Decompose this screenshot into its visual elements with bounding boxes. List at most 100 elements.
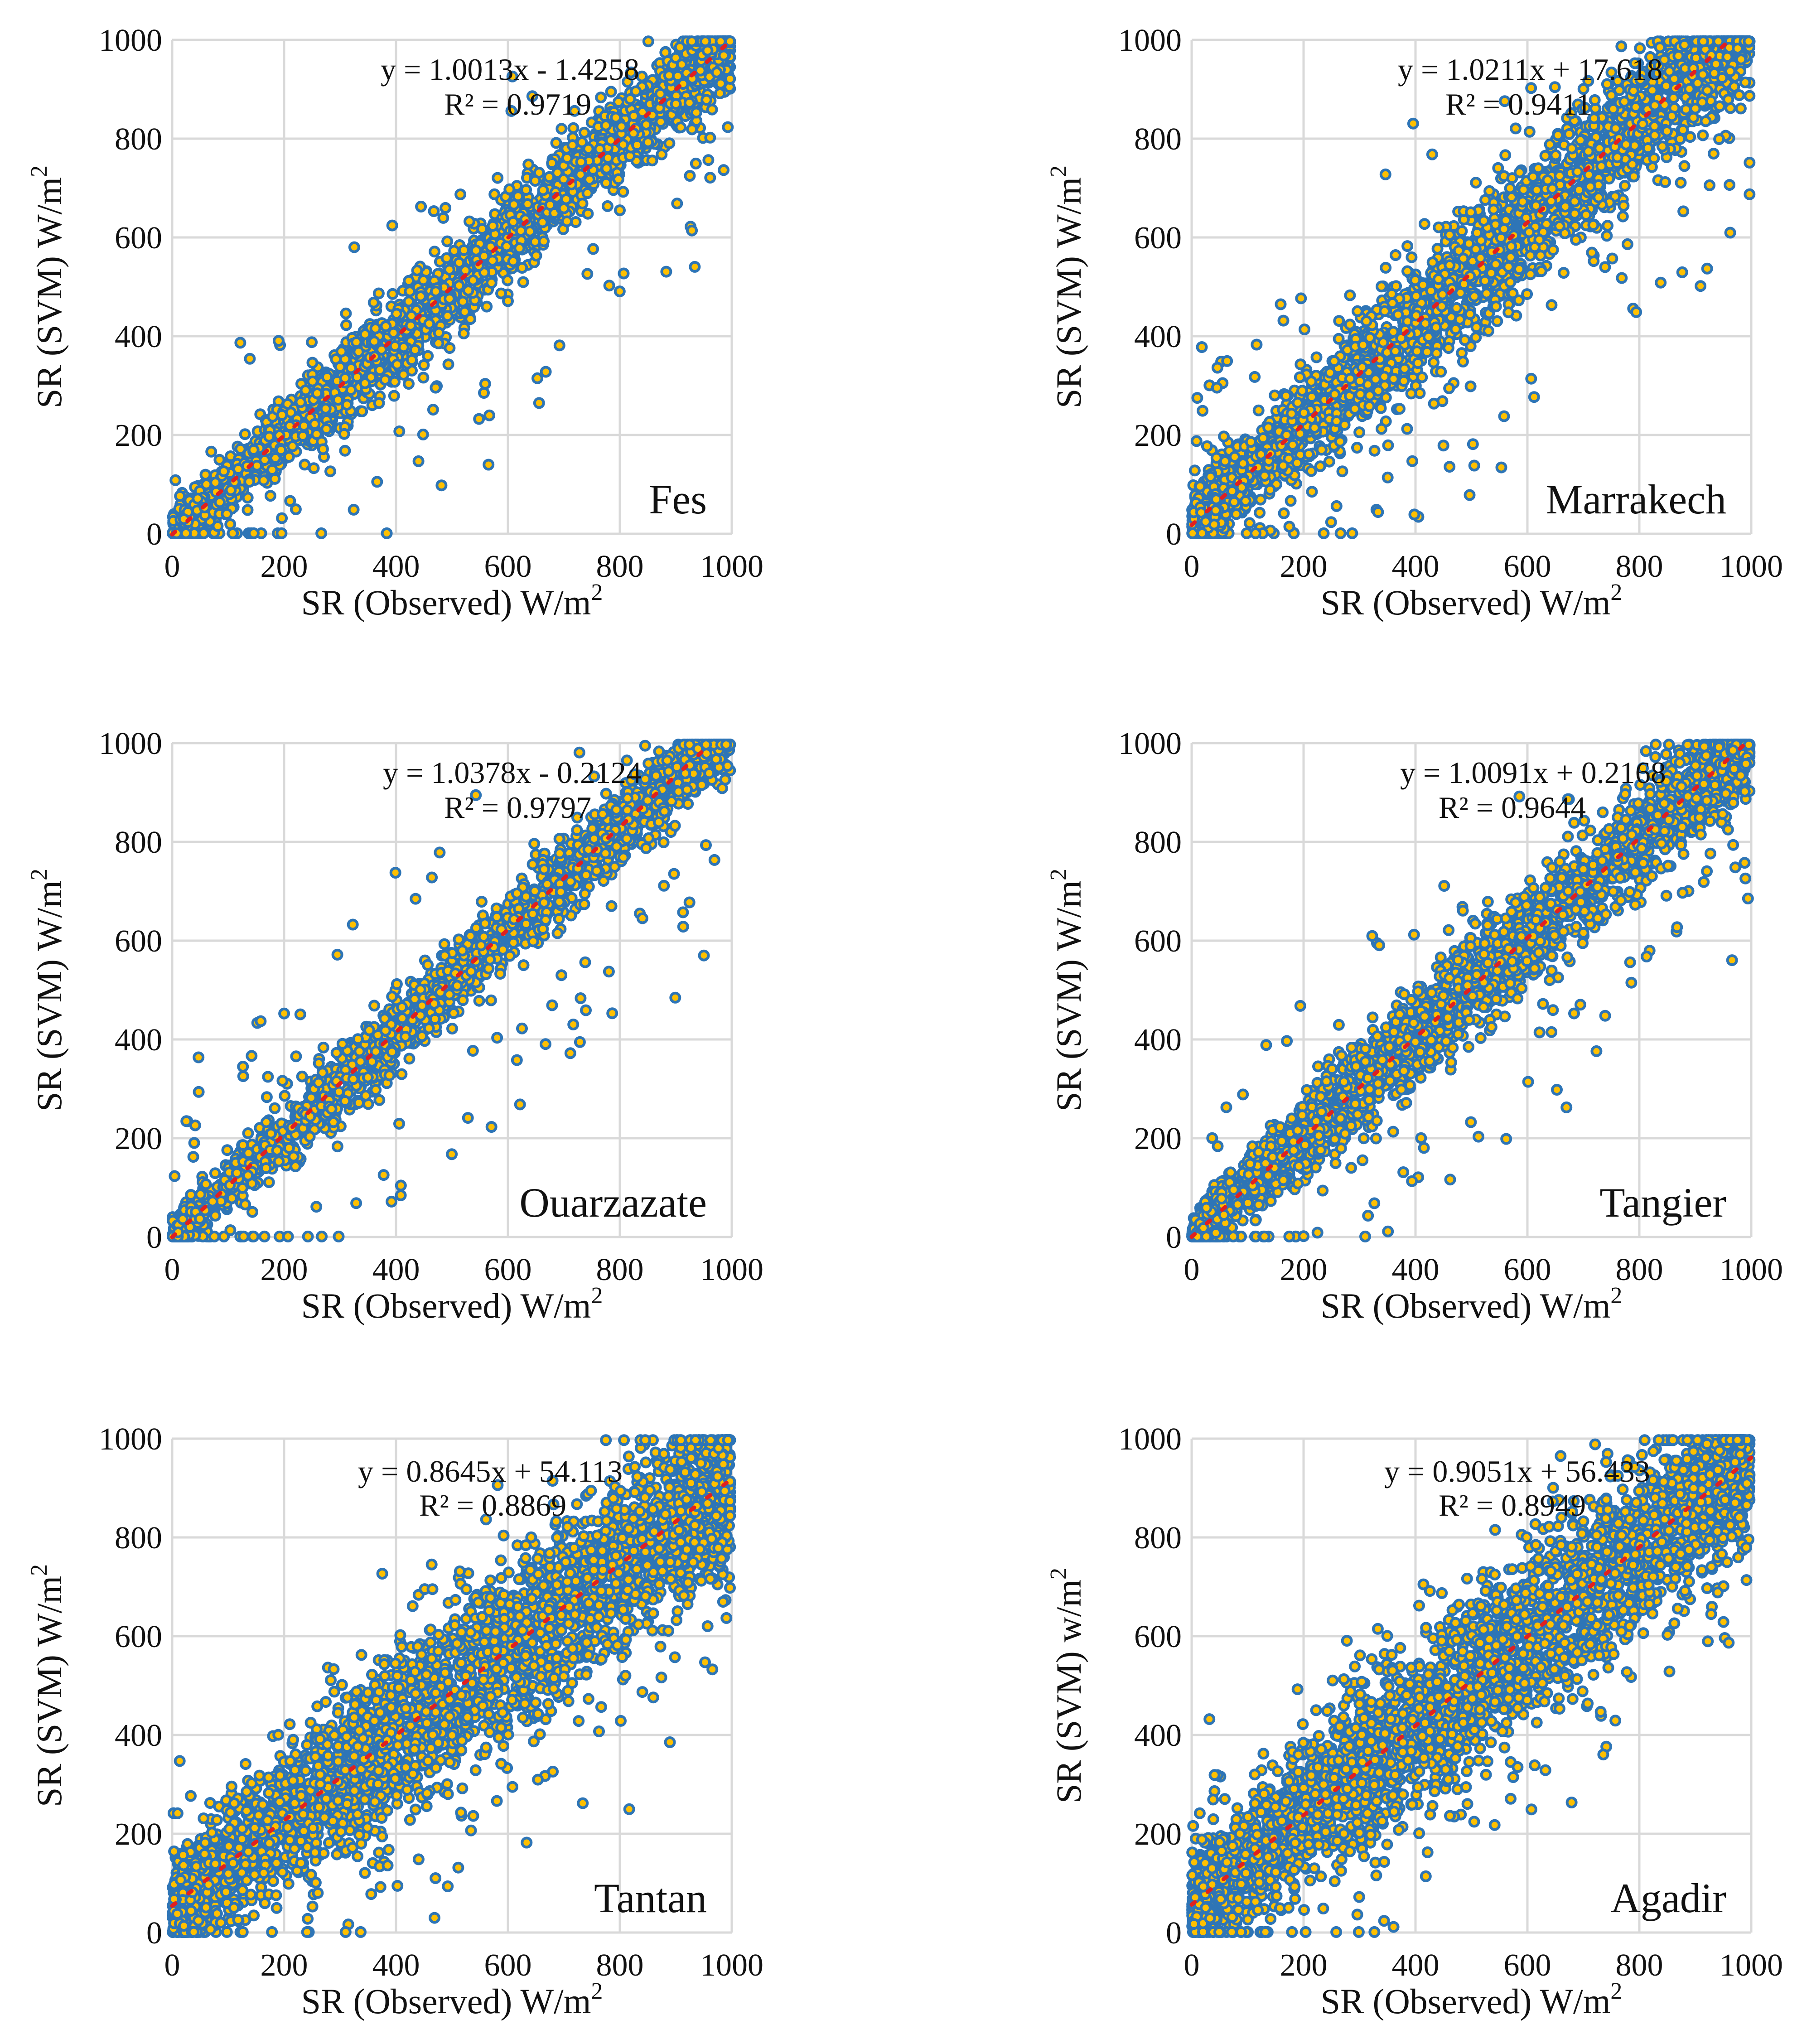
data-point xyxy=(704,131,716,144)
data-point xyxy=(1334,527,1347,539)
x-tick-label: 400 xyxy=(1392,549,1440,584)
data-point xyxy=(1492,162,1504,174)
data-point xyxy=(409,344,421,356)
data-point xyxy=(417,428,429,440)
data-point xyxy=(1428,397,1440,410)
data-point xyxy=(309,418,321,430)
data-point xyxy=(1630,306,1642,318)
data-point xyxy=(338,428,350,440)
data-point xyxy=(379,374,391,386)
data-point xyxy=(1634,42,1646,54)
data-point xyxy=(242,504,254,516)
data-point xyxy=(1285,495,1297,507)
data-point xyxy=(670,98,682,110)
data-point xyxy=(335,345,348,358)
data-point xyxy=(550,137,562,149)
data-point xyxy=(1659,176,1671,188)
data-point xyxy=(1678,160,1691,172)
data-point xyxy=(403,295,415,308)
data-point xyxy=(417,372,430,384)
data-point xyxy=(232,463,244,475)
data-point xyxy=(486,255,498,267)
data-point xyxy=(1457,356,1469,367)
data-point xyxy=(522,158,535,170)
data-point xyxy=(406,354,418,366)
data-point xyxy=(1334,435,1346,448)
data-point xyxy=(1464,308,1476,320)
data-point xyxy=(1499,149,1512,161)
data-point xyxy=(467,274,479,286)
data-point xyxy=(1525,372,1537,385)
data-point xyxy=(503,183,516,195)
data-point xyxy=(269,452,281,464)
data-point xyxy=(1406,455,1418,467)
data-point xyxy=(1704,179,1716,191)
data-point xyxy=(1661,125,1673,137)
data-point xyxy=(430,285,442,298)
data-point xyxy=(483,459,495,471)
data-point xyxy=(1621,238,1633,250)
data-point xyxy=(276,512,288,524)
data-point xyxy=(1314,460,1326,473)
data-point xyxy=(1421,346,1433,358)
y-tick-label: 600 xyxy=(115,221,162,256)
data-point xyxy=(457,295,469,308)
data-point xyxy=(1407,117,1419,130)
data-point xyxy=(1480,287,1493,300)
data-point xyxy=(389,340,401,352)
data-point xyxy=(492,172,504,184)
data-point xyxy=(353,346,365,358)
data-point xyxy=(1547,244,1559,256)
data-point xyxy=(298,420,310,432)
data-point xyxy=(169,474,182,486)
data-point xyxy=(205,445,217,458)
data-point xyxy=(582,143,594,155)
data-point xyxy=(1744,188,1756,200)
data-point xyxy=(538,235,550,247)
data-point xyxy=(624,93,636,105)
data-point xyxy=(244,353,256,365)
data-point xyxy=(612,173,624,185)
data-point xyxy=(423,318,435,330)
data-point xyxy=(578,126,590,139)
y-tick-label: 400 xyxy=(1134,319,1182,354)
data-point xyxy=(495,287,507,300)
x-tick-label: 400 xyxy=(372,549,420,584)
y-tick-label: 200 xyxy=(115,418,162,453)
data-point xyxy=(566,139,579,151)
data-point xyxy=(428,205,440,217)
data-point xyxy=(320,423,333,435)
data-point xyxy=(1708,148,1720,160)
data-point xyxy=(386,288,399,300)
data-point xyxy=(1677,124,1689,136)
data-point xyxy=(1599,261,1611,273)
data-point xyxy=(218,465,230,478)
data-point xyxy=(656,148,668,160)
data-point xyxy=(462,285,474,296)
data-point xyxy=(397,368,410,381)
data-point xyxy=(1197,405,1209,417)
data-point xyxy=(359,328,371,340)
data-point xyxy=(285,406,297,419)
data-point xyxy=(558,202,570,214)
data-point xyxy=(1433,221,1445,233)
data-point xyxy=(221,508,233,520)
x-tick-label: 1000 xyxy=(700,549,763,584)
data-point xyxy=(427,404,439,416)
data-point xyxy=(243,476,256,488)
data-point xyxy=(341,399,353,411)
data-point xyxy=(441,310,454,322)
data-point xyxy=(1277,314,1290,327)
data-point xyxy=(1619,179,1631,192)
data-point xyxy=(248,527,260,539)
data-point xyxy=(192,493,204,505)
data-point xyxy=(418,359,430,371)
data-point xyxy=(1470,177,1482,189)
data-point xyxy=(374,364,386,376)
data-point xyxy=(537,184,549,196)
data-point xyxy=(642,35,654,48)
data-point xyxy=(464,215,475,227)
data-point xyxy=(319,402,332,415)
data-point xyxy=(508,198,520,211)
data-point xyxy=(453,280,465,292)
